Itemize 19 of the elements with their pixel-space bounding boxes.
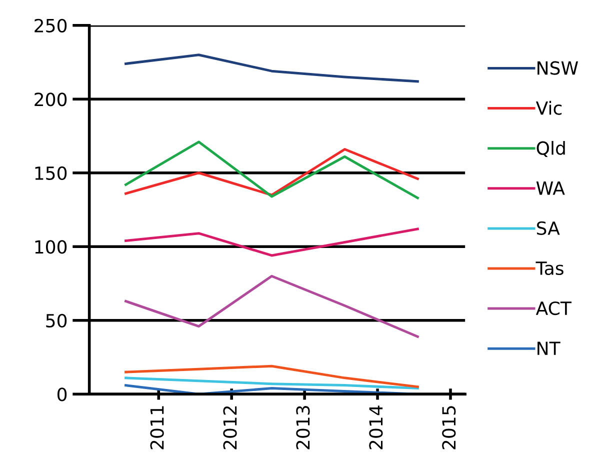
x-tick-label: 2011 (150, 406, 164, 450)
legend-label: ACT (536, 301, 572, 316)
y-tick-label: 150 (35, 166, 67, 180)
legend-label: SA (536, 221, 560, 236)
legend-label: Qld (536, 140, 565, 157)
y-tick-label: 200 (34, 92, 67, 106)
x-tick-label: 2013 (296, 406, 310, 450)
legend-label: Tas (536, 262, 564, 276)
y-tick-label: 0 (57, 388, 67, 402)
x-tick-label: 2014 (369, 406, 383, 450)
legend-label: Vic (536, 100, 562, 115)
y-tick-label: 50 (46, 314, 67, 328)
x-tick-label: 2015 (442, 406, 456, 450)
x-tick-label: 2012 (223, 406, 237, 450)
legend-label: WA (536, 182, 565, 195)
y-tick-label: 100 (35, 240, 67, 254)
legend-label: NSW (538, 61, 578, 75)
y-tick-label: 250 (34, 18, 67, 32)
legend-label: NT (538, 342, 560, 355)
